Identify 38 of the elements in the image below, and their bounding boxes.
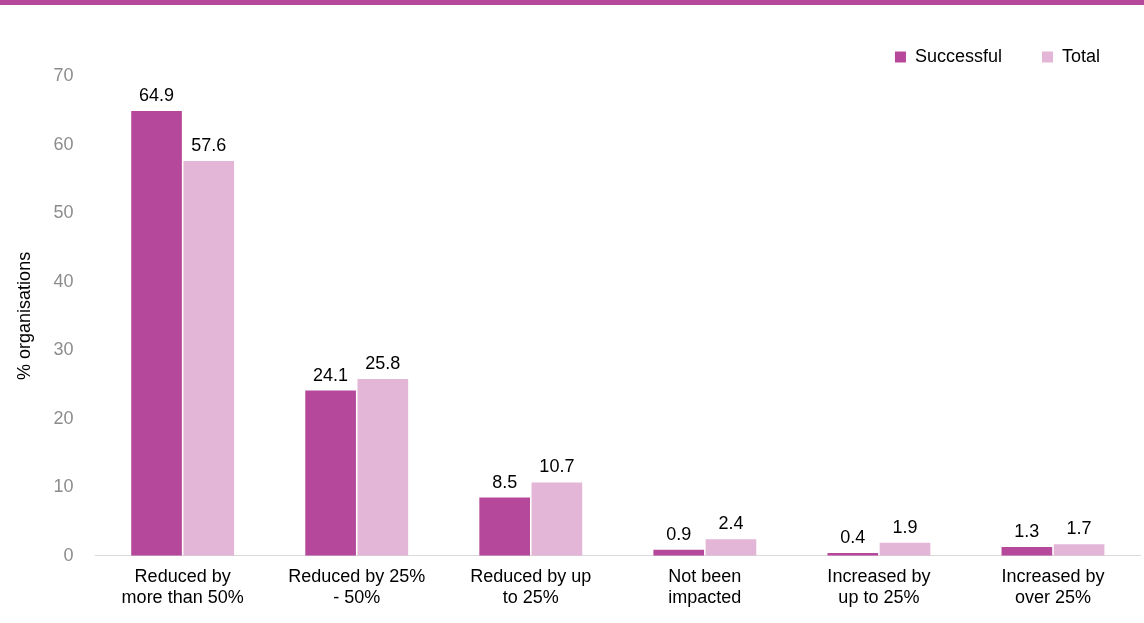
legend-label: Successful bbox=[914, 45, 1002, 66]
data-label: 64.9 bbox=[139, 84, 175, 105]
y-tick-label: 70 bbox=[53, 64, 74, 85]
data-label: 1.7 bbox=[1066, 518, 1092, 539]
bar bbox=[1053, 544, 1105, 556]
y-axis-title: % organisations bbox=[13, 251, 34, 380]
y-tick-label: 10 bbox=[53, 476, 74, 497]
legend-label: Total bbox=[1061, 45, 1101, 66]
data-label: 1.3 bbox=[1014, 520, 1040, 541]
bar bbox=[183, 160, 235, 556]
bar bbox=[879, 542, 931, 556]
bar bbox=[305, 390, 356, 556]
x-tick-label: Increased by up to 25% bbox=[827, 565, 931, 608]
data-label: 0.4 bbox=[840, 527, 866, 548]
data-label: 25.8 bbox=[365, 352, 401, 373]
y-tick-label: 50 bbox=[53, 202, 74, 223]
x-tick-label: Increased by over 25% bbox=[1001, 565, 1105, 608]
y-tick-label: 30 bbox=[53, 339, 74, 360]
y-tick-label: 0 bbox=[63, 544, 74, 565]
y-tick-label: 60 bbox=[53, 133, 74, 154]
data-label: 8.5 bbox=[492, 471, 518, 492]
bar bbox=[531, 482, 583, 556]
data-label: 24.1 bbox=[313, 364, 349, 385]
x-tick-label: Not been impacted bbox=[668, 565, 742, 608]
data-label: 2.4 bbox=[718, 513, 744, 534]
x-tick-label: Reduced by more than 50% bbox=[121, 565, 244, 608]
y-tick-label: 40 bbox=[53, 270, 74, 291]
data-label: 1.9 bbox=[892, 516, 918, 537]
x-tick-label: Reduced by up to 25% bbox=[470, 565, 592, 608]
x-tick-label: Reduced by 25% - 50% bbox=[288, 565, 426, 608]
data-label: 0.9 bbox=[666, 523, 692, 544]
bar bbox=[705, 539, 757, 556]
data-label: 57.6 bbox=[191, 134, 227, 155]
bar bbox=[479, 497, 530, 556]
y-tick-label: 20 bbox=[53, 407, 74, 428]
bar bbox=[131, 110, 182, 556]
bar bbox=[357, 378, 409, 556]
data-label: 10.7 bbox=[539, 456, 575, 477]
